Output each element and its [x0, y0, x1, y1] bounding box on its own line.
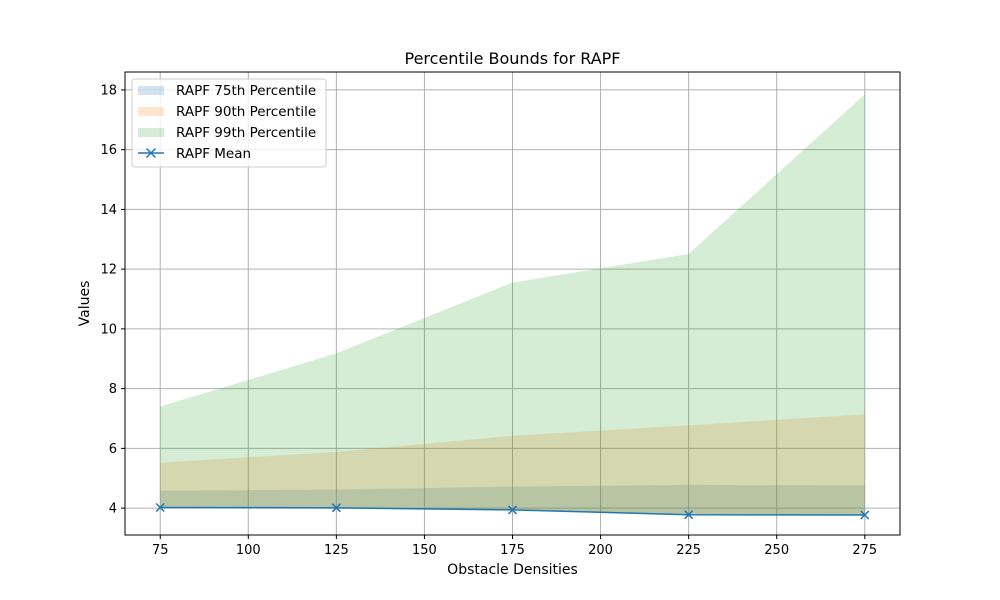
y-tick-label: 4 — [109, 502, 117, 517]
y-axis: 4 6 8 10 12 14 16 18 — [100, 83, 125, 517]
legend: RAPF 75th Percentile RAPF 90th Percentil… — [131, 78, 327, 168]
x-tick-label: 250 — [764, 543, 789, 558]
legend-label-mean: RAPF Mean — [176, 146, 251, 162]
mean-marker — [507, 505, 518, 515]
x-tick-label: 125 — [324, 543, 349, 558]
legend-label-90th: RAPF 90th Percentile — [176, 104, 316, 120]
legend-swatch-90th — [138, 107, 164, 116]
x-tick-label: 100 — [236, 543, 261, 558]
x-tick-label: 225 — [676, 543, 701, 558]
y-tick-label: 14 — [100, 203, 117, 218]
x-tick-label: 150 — [412, 543, 437, 558]
legend-swatch-75th — [138, 86, 164, 95]
y-tick-label: 18 — [100, 83, 117, 98]
grid — [125, 72, 900, 535]
y-axis-title: Values — [77, 281, 93, 327]
chart-title: Percentile Bounds for RAPF — [405, 49, 621, 68]
x-axis-title: Obstacle Densities — [447, 562, 578, 578]
legend-box — [131, 78, 327, 168]
y-tick-label: 10 — [100, 322, 117, 337]
mean-marker — [684, 510, 694, 520]
mean-marker — [860, 510, 870, 520]
legend-label-75th: RAPF 75th Percentile — [176, 83, 316, 99]
band-99th-percentile — [160, 94, 865, 515]
band-90th-percentile — [160, 414, 865, 515]
mean-marker — [155, 502, 165, 513]
legend-swatch-99th — [138, 128, 164, 137]
x-axis: 75 100 125 150 175 200 225 250 275 — [152, 535, 877, 558]
y-tick-label: 8 — [109, 382, 117, 397]
x-tick-label: 200 — [588, 543, 613, 558]
x-tick-label: 275 — [852, 543, 877, 558]
mean-marker — [331, 503, 341, 513]
x-tick-label: 75 — [152, 543, 169, 558]
y-tick-label: 6 — [109, 442, 117, 457]
x-tick-label: 175 — [500, 543, 525, 558]
legend-marker-mean — [145, 147, 157, 159]
mean-line-group — [155, 502, 870, 520]
y-tick-label: 16 — [100, 143, 117, 158]
legend-label-99th: RAPF 99th Percentile — [176, 125, 316, 141]
y-tick-label: 12 — [100, 263, 117, 278]
